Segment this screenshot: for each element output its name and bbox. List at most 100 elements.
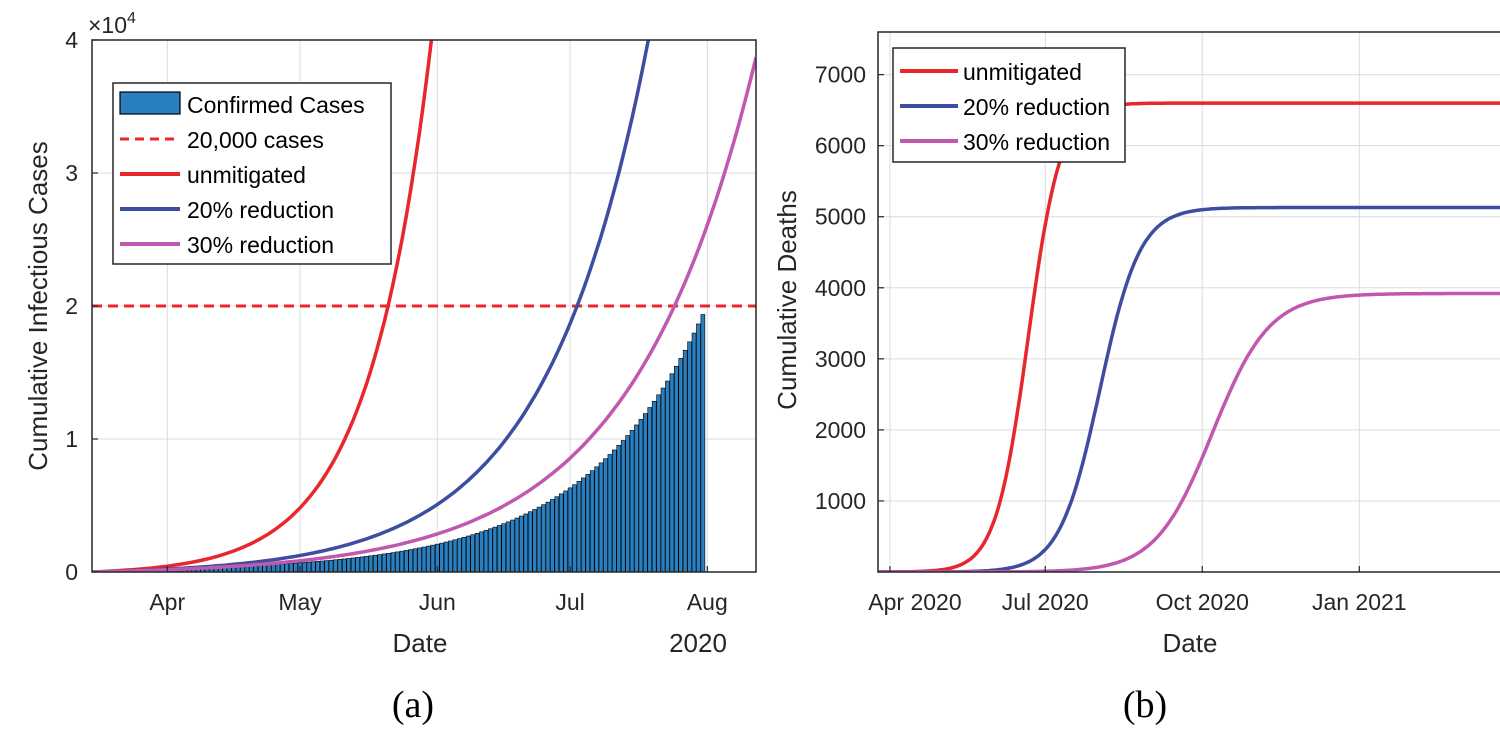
confirmed-cases-bar: [470, 534, 475, 573]
confirmed-cases-bar: [496, 525, 502, 573]
confirmed-cases-bar: [572, 484, 577, 573]
confirmed-cases-bar: [691, 332, 697, 573]
confirmed-cases-bar: [567, 487, 573, 573]
confirmed-cases-bar: [430, 544, 436, 573]
panel-b-y-tick-label: 3000: [815, 346, 866, 372]
confirmed-cases-bar: [324, 560, 329, 573]
legend-label-confirmed-cases: Confirmed Cases: [187, 92, 365, 118]
panel-a-lines: [92, 40, 756, 572]
confirmed-cases-bar: [359, 556, 365, 573]
confirmed-cases-bar: [439, 542, 444, 573]
confirmed-cases-bar: [319, 560, 325, 573]
confirmed-cases-bar: [558, 493, 564, 573]
legend-label-20-reduction-b: 20% reduction: [963, 94, 1110, 120]
confirmed-cases-bar: [302, 562, 307, 573]
panel-a-x-tick-label: Jul: [555, 589, 584, 615]
series-line-30-reduction-b: [878, 291, 1500, 572]
confirmed-cases-bar: [523, 513, 529, 573]
confirmed-cases-bar: [404, 550, 409, 573]
confirmed-cases-bar: [536, 506, 542, 573]
panel-b-y-tick-label: 4000: [815, 275, 866, 301]
legend-swatch-confirmed-cases: [119, 91, 181, 115]
series-line-unmitigated-b: [878, 101, 1500, 572]
confirmed-cases-bar: [563, 490, 568, 573]
panel-b-x-tick-label: Oct 2020: [1156, 589, 1249, 615]
panel-a-y-tick-label: 1: [65, 426, 78, 452]
confirmed-cases-bar: [443, 541, 449, 573]
confirmed-cases-bar: [266, 564, 272, 573]
confirmed-cases-bar: [488, 528, 493, 573]
confirmed-cases-bar: [643, 413, 648, 573]
confirmed-cases-bar: [576, 481, 582, 573]
panel-b-y-tick-label: 7000: [815, 62, 866, 88]
confirmed-cases-bar: [350, 557, 356, 573]
confirmed-cases-bar: [390, 552, 396, 573]
confirmed-cases-bar: [275, 563, 281, 573]
confirmed-cases-bar: [687, 341, 692, 573]
legend-label-30-reduction-a: 30% reduction: [187, 232, 334, 258]
confirmed-cases-bar: [629, 430, 635, 573]
panel-b-caption: (b): [1123, 684, 1167, 726]
confirmed-cases-bar: [550, 499, 555, 573]
confirmed-cases-bar: [483, 530, 489, 573]
confirmed-cases-bar: [262, 564, 267, 573]
panel-a-y-label: Cumulative Infectious Cases: [23, 141, 53, 470]
confirmed-cases-bar: [426, 545, 431, 573]
panel-b-grid: [878, 32, 1500, 572]
confirmed-cases-bar: [373, 554, 378, 573]
confirmed-cases-bar: [607, 454, 613, 573]
series-line-30-reduction-a: [92, 56, 756, 572]
confirmed-cases-bar: [492, 526, 498, 573]
confirmed-cases-bar: [457, 538, 462, 573]
confirmed-cases-bar: [381, 553, 387, 573]
legend-label-unmitigated-a: unmitigated: [187, 162, 306, 188]
panel-a-y-ticks: 0 1 2 3 4: [65, 27, 98, 585]
confirmed-cases-bar: [448, 540, 453, 573]
confirmed-cases-bar: [386, 552, 391, 573]
confirmed-cases-bar: [532, 509, 537, 573]
confirmed-cases-bar: [510, 519, 515, 573]
confirmed-cases-bar: [634, 424, 639, 573]
panel-b: Apr 2020 Jul 2020 Oct 2020 Jan 2021 1000 200…: [772, 31, 1500, 726]
confirmed-cases-bar: [311, 561, 316, 573]
confirmed-cases-bar: [417, 547, 422, 573]
confirmed-cases-bar: [603, 458, 608, 573]
panel-b-x-tick-label: Jan 2021: [1312, 589, 1407, 615]
confirmed-cases-bar: [598, 462, 604, 573]
series-line-unmitigated-a: [92, 40, 434, 572]
panel-a-bars: [133, 314, 706, 573]
confirmed-cases-bar: [288, 563, 294, 573]
confirmed-cases-bar: [452, 539, 458, 573]
panel-a-legend: Confirmed Cases 20,000 cases unmitigated…: [112, 82, 392, 265]
confirmed-cases-bar: [594, 466, 599, 573]
panel-b-y-tick-label: 5000: [815, 204, 866, 230]
panel-a-y-tick-label: 0: [65, 559, 78, 585]
confirmed-cases-bar: [479, 531, 484, 573]
confirmed-cases-bar: [505, 521, 511, 573]
confirmed-cases-bar: [647, 407, 653, 573]
panel-b-x-tick-label: Apr 2020: [868, 589, 961, 615]
panel-b-legend: unmitigated 20% reduction 30% reduction: [892, 47, 1126, 163]
confirmed-cases-bar: [700, 314, 706, 573]
confirmed-cases-bar: [612, 449, 617, 573]
confirmed-cases-bar: [514, 517, 520, 573]
confirmed-cases-bar: [337, 559, 343, 573]
confirmed-cases-bar: [328, 559, 334, 573]
panel-a: Apr May Jun Jul Aug 0 1 2 3 4 ×104 Date 2020 Cum…: [23, 10, 757, 726]
panel-b-frame: [877, 31, 1500, 573]
panel-a-exponent: ×104: [88, 10, 136, 38]
confirmed-cases-bar: [616, 445, 622, 573]
panel-a-x-ticks: Apr May Jun Jul Aug: [149, 566, 728, 615]
confirmed-cases-bar: [527, 511, 533, 573]
confirmed-cases-bar: [656, 394, 661, 573]
confirmed-cases-bar: [355, 557, 360, 573]
confirmed-cases-bar: [412, 548, 418, 573]
panel-b-lines: [878, 101, 1500, 572]
confirmed-cases-bar: [678, 358, 684, 573]
panel-b-x-ticks: Apr 2020 Jul 2020 Oct 2020 Jan 2021: [868, 566, 1407, 615]
confirmed-cases-bar: [346, 558, 352, 573]
confirmed-cases-bar: [395, 551, 400, 573]
panel-a-y-tick-label: 2: [65, 293, 78, 319]
panel-a-year-label: 2020: [669, 628, 727, 658]
